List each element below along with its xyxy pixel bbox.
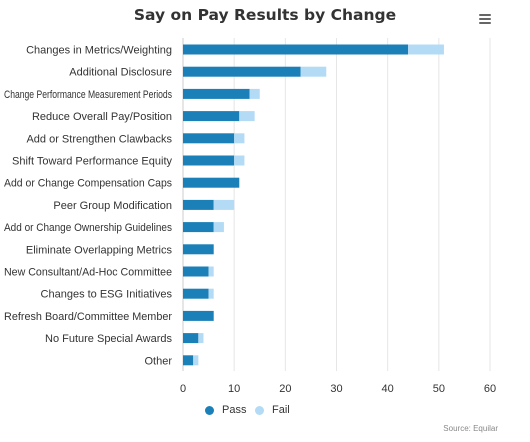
bar-pass[interactable]: [183, 133, 235, 144]
chart-legend: Pass Fail: [0, 404, 530, 420]
category-label: Peer Group Modification: [53, 200, 172, 212]
category-label: Add or Change Ownership Guidelines: [4, 222, 172, 234]
bar-fail[interactable]: [213, 222, 224, 233]
bar-pass[interactable]: [183, 88, 250, 99]
category-label: Other: [144, 355, 172, 367]
bar-pass[interactable]: [183, 199, 214, 210]
bar-pass[interactable]: [183, 155, 235, 166]
x-tick-label: 30: [330, 383, 342, 395]
x-tick-label: 50: [433, 383, 445, 395]
bar-pass[interactable]: [183, 111, 240, 122]
bar-fail[interactable]: [193, 355, 199, 366]
category-label: No Future Special Awards: [45, 333, 172, 345]
bar-pass[interactable]: [183, 355, 194, 366]
hamburger-menu-icon[interactable]: [478, 12, 494, 26]
category-label: Eliminate Overlapping Metrics: [26, 244, 173, 256]
category-label: Change Performance Measurement Periods: [4, 89, 172, 101]
legend-fail-marker: [255, 405, 264, 415]
chart-title: Say on Pay Results by Change: [133, 6, 397, 24]
bar-pass[interactable]: [183, 66, 301, 77]
bar-fail[interactable]: [239, 111, 255, 122]
category-label: Shift Toward Performance Equity: [12, 156, 172, 168]
bar-fail[interactable]: [249, 88, 260, 99]
bar-fail[interactable]: [208, 288, 214, 299]
x-tick-label: 0: [180, 383, 186, 395]
legend-pass-label: Pass: [222, 404, 247, 416]
category-label: Reduce Overall Pay/Position: [32, 111, 172, 123]
bar-pass[interactable]: [183, 310, 214, 321]
source-credit: Source: Equilar: [443, 424, 498, 433]
category-label: New Consultant/Ad-Hoc Committee: [4, 267, 172, 279]
bar-fail[interactable]: [234, 133, 245, 144]
bar-fail[interactable]: [300, 66, 327, 77]
category-label: Add or Change Compensation Caps: [4, 178, 172, 190]
x-tick-label: 20: [279, 383, 291, 395]
legend-item-fail[interactable]: Fail: [255, 404, 290, 416]
category-label: Refresh Board/Committee Member: [4, 311, 172, 323]
bar-fail[interactable]: [208, 266, 214, 277]
legend-fail-label: Fail: [272, 404, 290, 416]
x-tick-label: 40: [382, 383, 394, 395]
category-label: Changes in Metrics/Weighting: [26, 45, 172, 57]
category-label: Additional Disclosure: [69, 67, 172, 79]
bar-pass[interactable]: [183, 244, 214, 255]
bar-pass[interactable]: [183, 222, 214, 233]
bar-pass[interactable]: [183, 333, 199, 344]
bar-pass[interactable]: [183, 44, 409, 55]
x-tick-label: 10: [228, 383, 240, 395]
bar-fail[interactable]: [234, 155, 245, 166]
bar-pass[interactable]: [183, 177, 240, 188]
bar-fail[interactable]: [213, 199, 235, 210]
category-label: Add or Strengthen Clawbacks: [26, 133, 172, 145]
bar-fail[interactable]: [408, 44, 444, 55]
bar-pass[interactable]: [183, 288, 209, 299]
bar-chart: Changes in Metrics/Weighting Additional D…: [4, 38, 496, 395]
bar-pass[interactable]: [183, 266, 209, 277]
category-label: Changes to ESG Initiatives: [41, 289, 173, 301]
x-tick-label: 60: [484, 383, 496, 395]
legend-pass-marker: [205, 405, 214, 415]
bar-fail[interactable]: [198, 333, 204, 344]
legend-item-pass[interactable]: Pass: [205, 404, 246, 416]
